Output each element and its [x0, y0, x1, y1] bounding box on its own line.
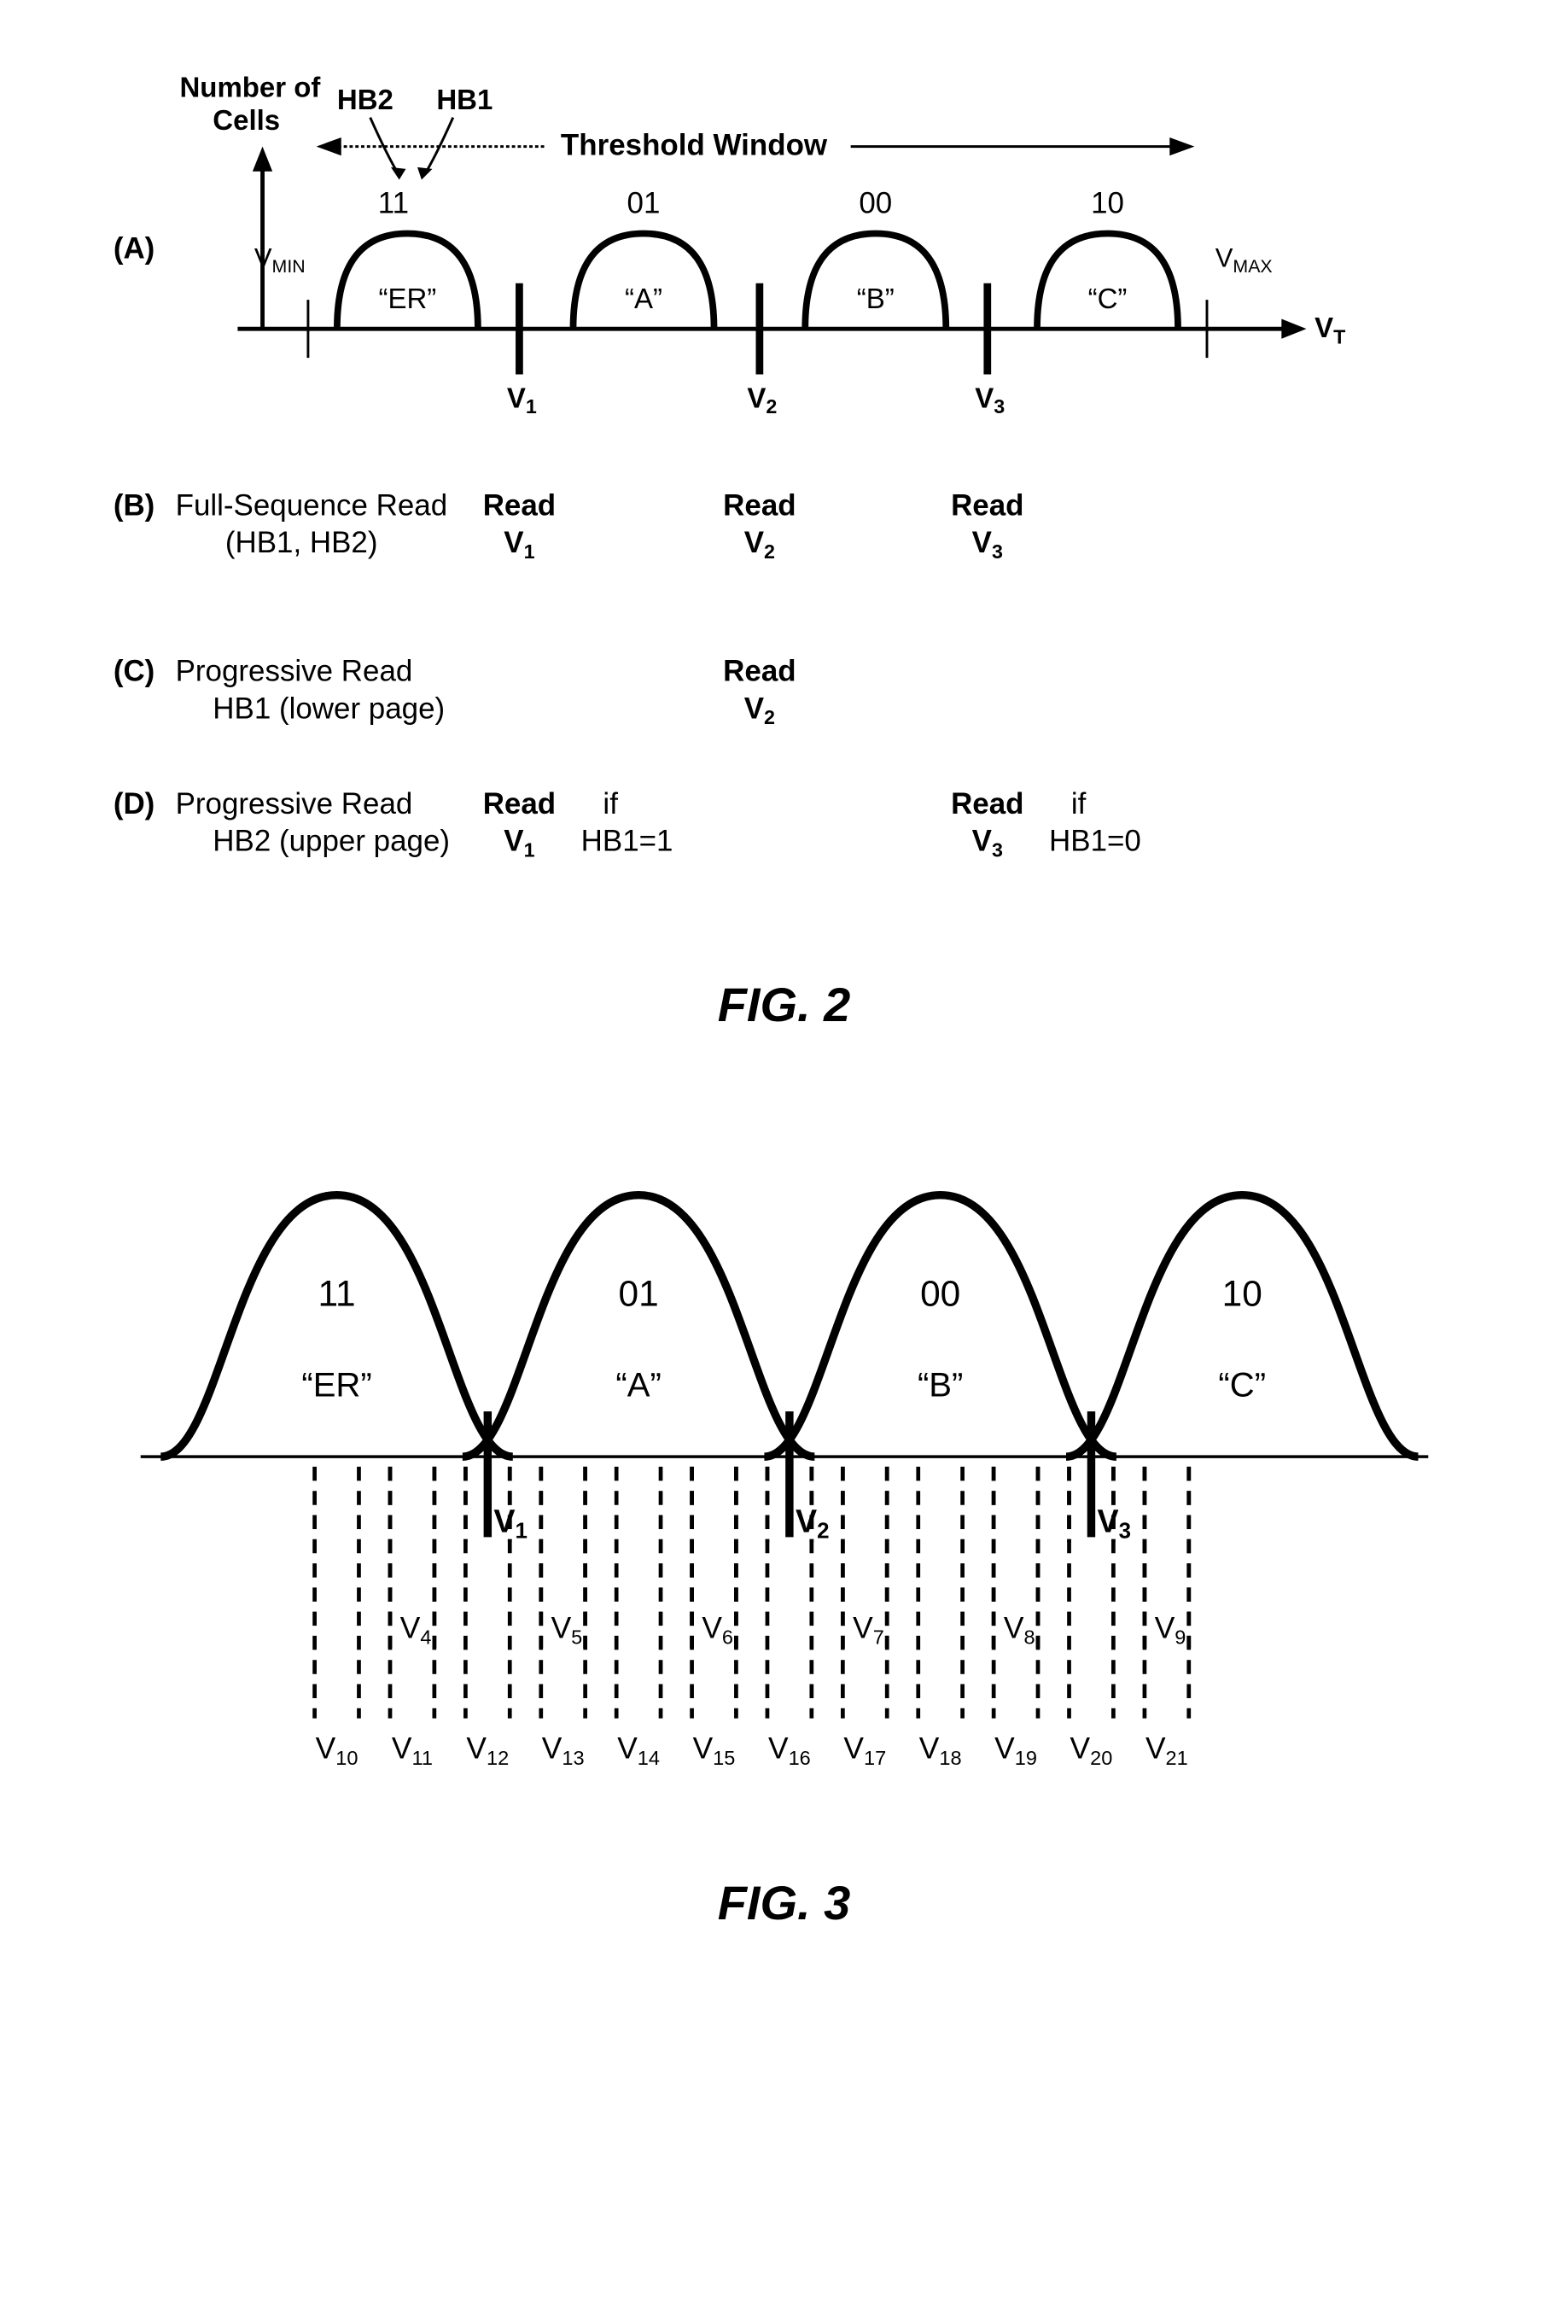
- hb2-arrowhead: [390, 167, 405, 180]
- row-d-read1-if: if: [603, 787, 618, 820]
- fig3-a-name: “A”: [615, 1367, 661, 1404]
- svg-text:V18: V18: [918, 1732, 961, 1769]
- v2-label: V2: [747, 382, 777, 418]
- panel-a-label: (A): [113, 232, 154, 266]
- fig3-dash-group: V4 V5 V6 V7 V8 V9 V10 V11 V12 V13 V14 V15 V16 V17 V18 V…: [314, 1467, 1188, 1769]
- panel-d-label: (D): [113, 787, 154, 820]
- state-er-curve: [336, 234, 477, 330]
- y-axis-title-1: Number of: [179, 71, 321, 102]
- row-d-read2-cond: HB1=0: [1049, 825, 1141, 858]
- state-b-curve: [805, 234, 946, 330]
- fig3-er-curve: [160, 1195, 512, 1457]
- svg-text:V20: V20: [1070, 1732, 1112, 1769]
- row-b-read3-bot: V3: [971, 526, 1002, 563]
- vt-axis-label: VT: [1314, 312, 1345, 348]
- row-c-read-top: Read: [723, 655, 796, 688]
- fig2-caption: FIG. 2: [80, 977, 1489, 1032]
- svg-text:V13: V13: [541, 1732, 584, 1769]
- x-axis-arrowhead: [1281, 318, 1306, 338]
- fig3-er-bits: 11: [318, 1273, 355, 1313]
- fig3-er-name: “ER”: [301, 1367, 371, 1404]
- fig3-a-curve: [462, 1195, 813, 1457]
- row-c-line2: HB1 (lower page): [213, 692, 445, 725]
- v3-label: V3: [975, 382, 1005, 418]
- svg-text:V10: V10: [315, 1732, 358, 1769]
- svg-text:V11: V11: [391, 1732, 432, 1769]
- vmax-label: VMAX: [1215, 242, 1272, 277]
- row-b-line2: (HB1, HB2): [224, 526, 377, 559]
- state-c-curve: [1037, 234, 1178, 330]
- fig3-b-bits: 00: [920, 1273, 960, 1313]
- hb1-label: HB1: [436, 84, 493, 115]
- svg-text:V15: V15: [692, 1732, 735, 1769]
- svg-text:V17: V17: [843, 1732, 886, 1769]
- threshold-arrowhead-left: [316, 137, 341, 155]
- row-d-line2: HB2 (upper page): [213, 825, 450, 858]
- fig3-c-curve: [1065, 1195, 1417, 1457]
- row-d-read2-bot: V3: [971, 825, 1002, 861]
- v1-label: V1: [506, 382, 536, 418]
- row-d-read2-if: if: [1070, 787, 1086, 820]
- svg-text:V4: V4: [399, 1611, 431, 1648]
- row-b-line1: Full-Sequence Read: [175, 489, 447, 523]
- fig3-b-name: “B”: [917, 1367, 962, 1404]
- svg-text:V7: V7: [853, 1611, 884, 1648]
- fig3-a-bits: 01: [618, 1273, 658, 1313]
- row-b-read2-bot: V2: [743, 526, 774, 563]
- row-d-read1-bot: V1: [504, 825, 534, 861]
- state-b-bits: 00: [859, 186, 892, 219]
- state-a-name: “A”: [625, 283, 662, 314]
- threshold-window-label: Threshold Window: [560, 128, 827, 161]
- row-b-read1-top: Read: [482, 489, 555, 523]
- state-c-bits: 10: [1091, 186, 1124, 219]
- fig3-caption: FIG. 3: [80, 1875, 1489, 1930]
- svg-text:V9: V9: [1154, 1611, 1186, 1648]
- svg-text:V21: V21: [1145, 1732, 1187, 1769]
- figure-2: (A) Number of Cells VT HB2 HB1 Threshold…: [80, 51, 1489, 1032]
- hb1-arrowhead: [417, 167, 432, 180]
- row-d-read1-top: Read: [482, 787, 555, 820]
- svg-text:V12: V12: [466, 1732, 509, 1769]
- y-axis-title-2: Cells: [213, 104, 280, 136]
- fig3-c-name: “C”: [1218, 1367, 1266, 1404]
- svg-text:V8: V8: [1003, 1611, 1035, 1648]
- row-c-line1: Progressive Read: [175, 655, 412, 688]
- row-c-read-bot: V2: [743, 692, 774, 728]
- row-d-read2-top: Read: [951, 787, 1023, 820]
- fig3-svg: 11 “ER” 01 “A” 00 “B” 10 “C” V1 V2 V3 V4…: [80, 1135, 1489, 1819]
- threshold-arrowhead-right: [1169, 137, 1194, 155]
- row-d-read1-cond: HB1=1: [580, 825, 673, 858]
- hb2-label: HB2: [336, 84, 393, 115]
- state-a-curve: [573, 234, 714, 330]
- svg-text:V19: V19: [994, 1732, 1037, 1769]
- state-er-bits: 11: [377, 186, 408, 219]
- panel-b-label: (B): [113, 489, 154, 523]
- fig2-svg: (A) Number of Cells VT HB2 HB1 Threshold…: [80, 51, 1489, 921]
- state-c-name: “C”: [1087, 283, 1127, 314]
- svg-text:V14: V14: [617, 1732, 660, 1769]
- figure-3: 11 “ER” 01 “A” 00 “B” 10 “C” V1 V2 V3 V4…: [80, 1135, 1489, 1930]
- state-er-name: “ER”: [378, 283, 436, 314]
- y-axis-arrowhead: [252, 147, 271, 172]
- vmin-label: VMIN: [254, 242, 305, 277]
- fig3-c-bits: 10: [1221, 1273, 1262, 1313]
- row-b-read2-top: Read: [723, 489, 796, 523]
- row-d-line1: Progressive Read: [175, 787, 412, 820]
- panel-c-label: (C): [113, 655, 154, 688]
- state-a-bits: 01: [627, 186, 660, 219]
- row-b-read1-bot: V1: [504, 526, 534, 563]
- svg-text:V6: V6: [702, 1611, 733, 1648]
- row-b-read3-top: Read: [951, 489, 1023, 523]
- svg-text:V5: V5: [551, 1611, 582, 1648]
- fig3-b-curve: [764, 1195, 1116, 1457]
- svg-text:V16: V16: [767, 1732, 810, 1769]
- state-b-name: “B”: [856, 283, 894, 314]
